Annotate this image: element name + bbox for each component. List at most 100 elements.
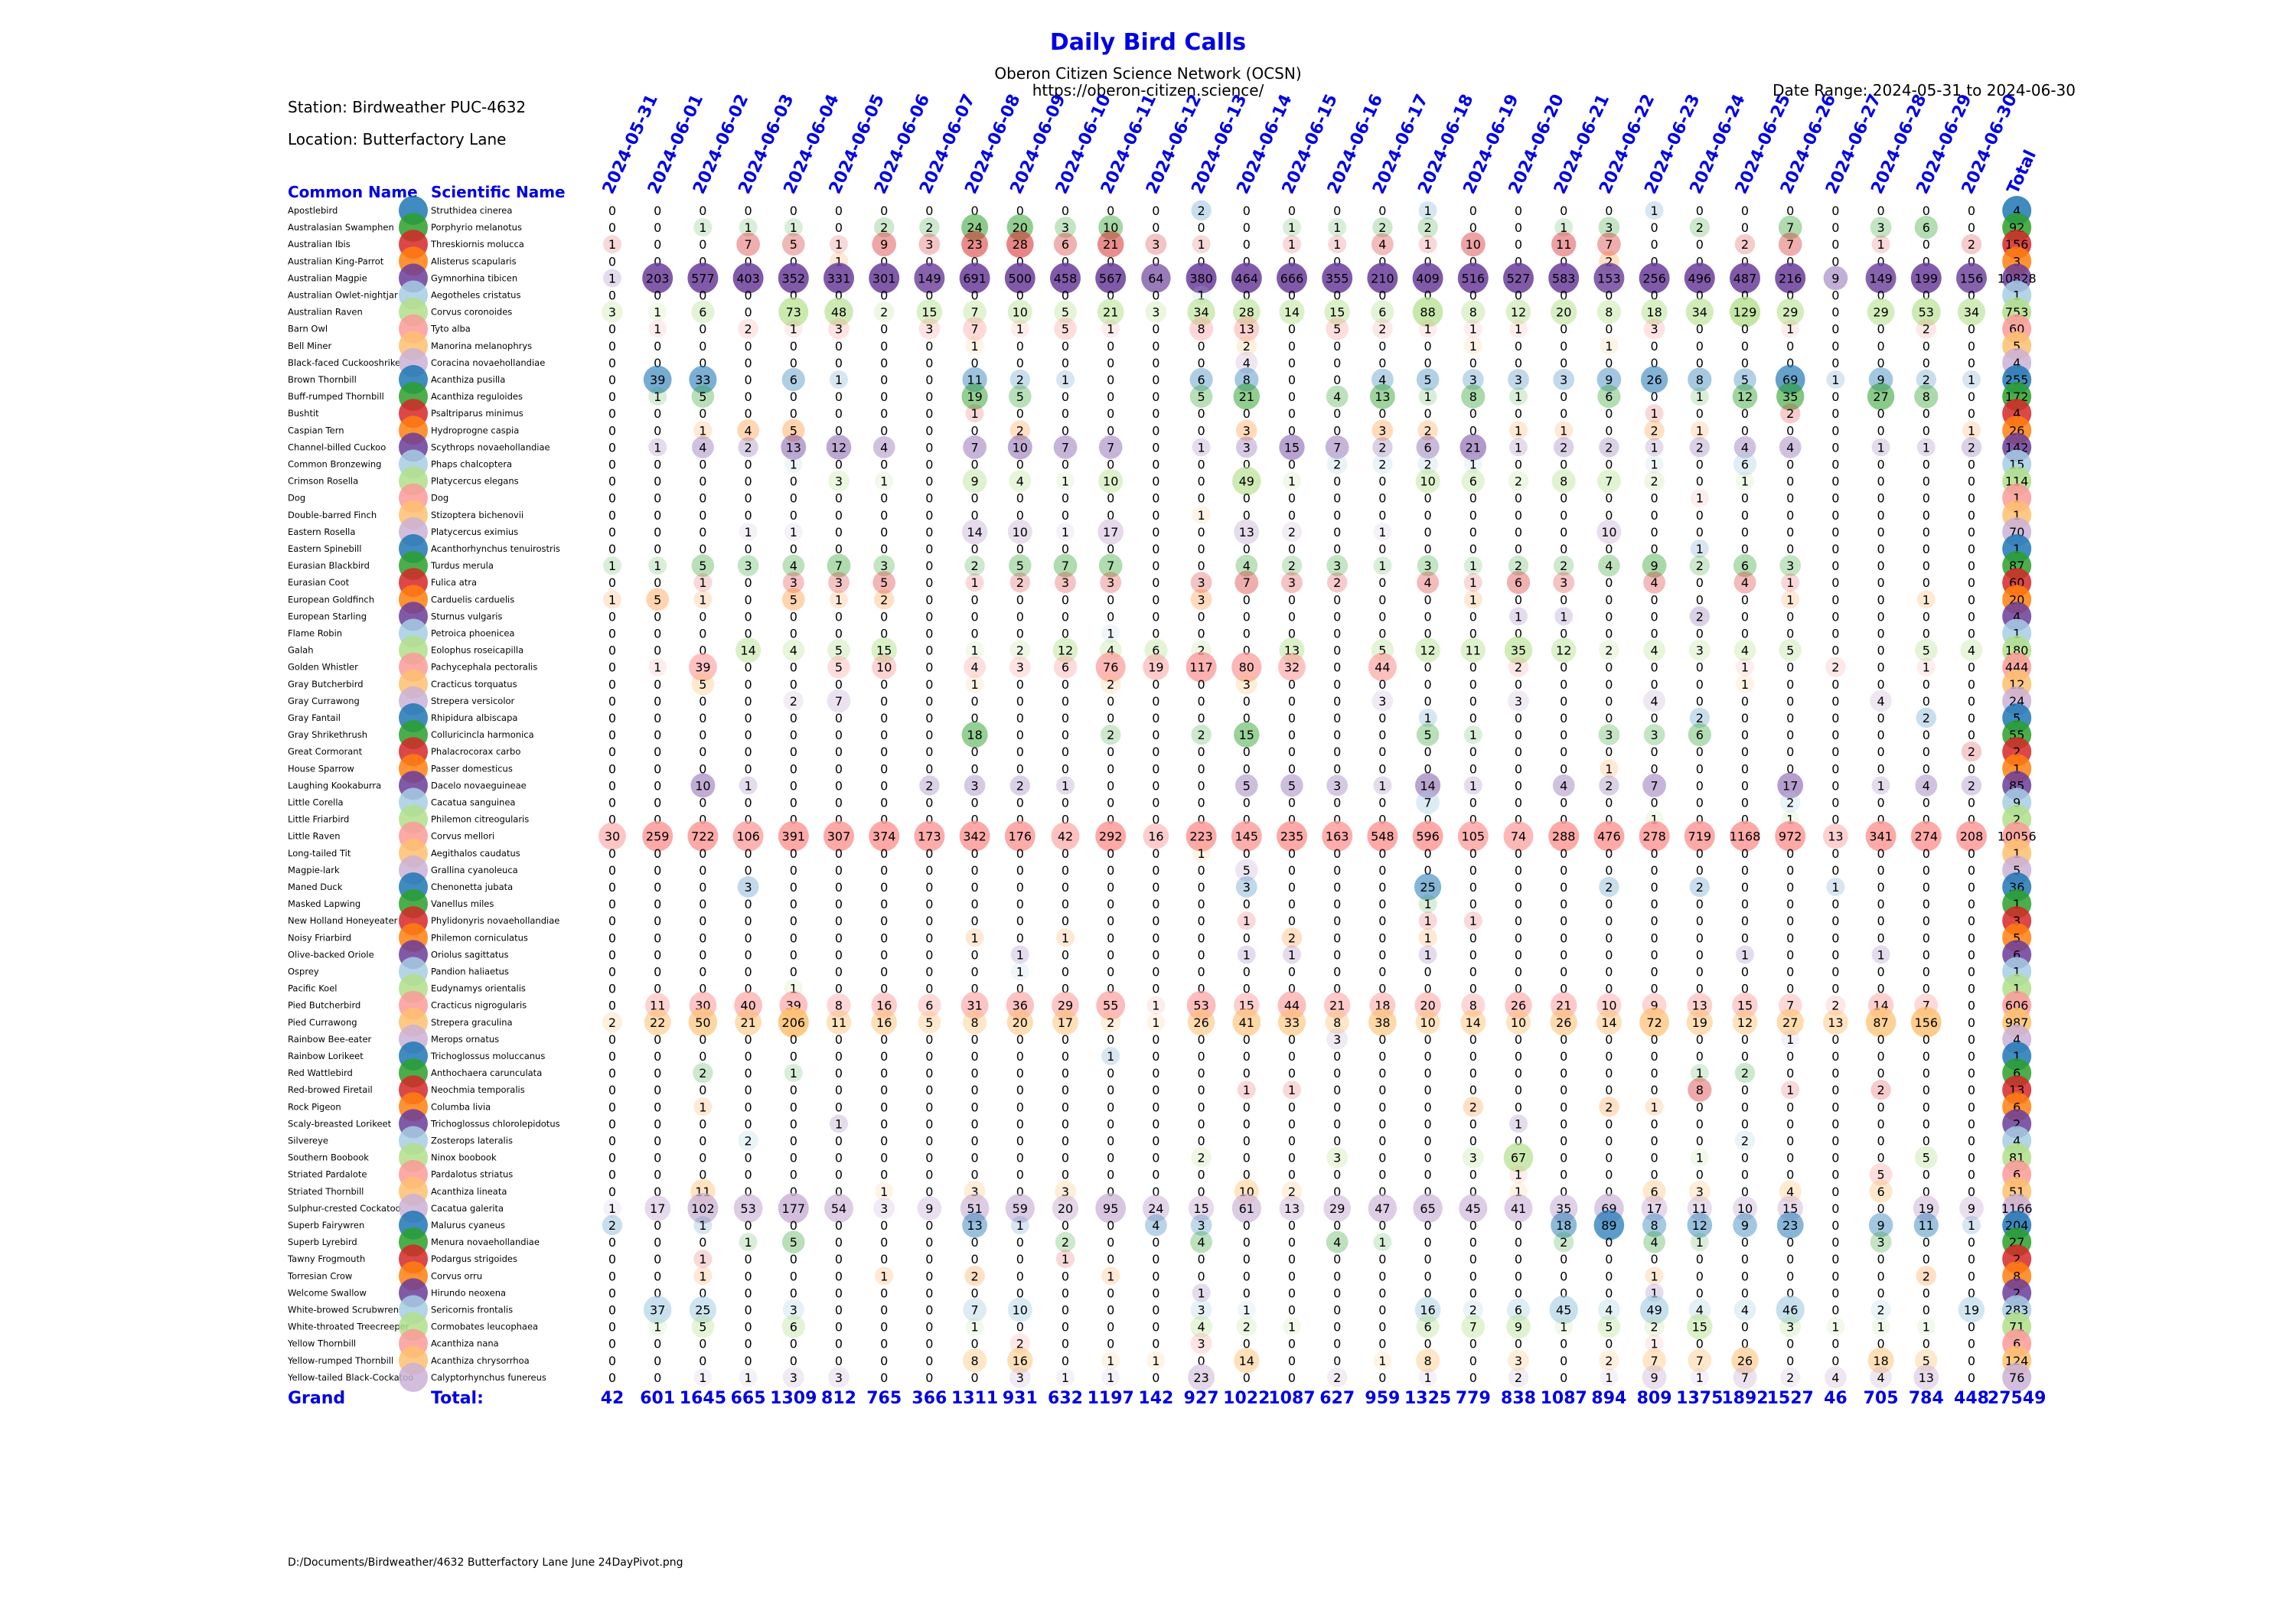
count-label: 1 [1062, 525, 1069, 539]
count-label: 7 [1786, 999, 1794, 1013]
count-bubble [1598, 724, 1620, 746]
count-label: 0 [1107, 288, 1114, 303]
count-label: 0 [1831, 474, 1839, 489]
count-label: 0 [1786, 1168, 1794, 1182]
count-bubble [1504, 1194, 1533, 1223]
count-label: 16 [876, 1015, 892, 1030]
count-label: 0 [835, 1151, 843, 1165]
count-label: 0 [608, 1303, 616, 1318]
count-label: 0 [1651, 1116, 1658, 1131]
count-bubble [1232, 1008, 1261, 1037]
count-bubble [1961, 741, 1982, 762]
common-name: Pied Butcherbird [288, 1000, 360, 1011]
count-label: 0 [1378, 897, 1386, 911]
count-label: 0 [1198, 1049, 1205, 1064]
count-label: 0 [1877, 254, 1885, 269]
count-label: 0 [880, 339, 888, 354]
count-label: 0 [608, 1032, 616, 1047]
count-label: 0 [1152, 965, 1159, 980]
count-bubble [1732, 992, 1758, 1019]
count-label: 0 [699, 1083, 706, 1097]
count-label: 2 [1696, 880, 1704, 895]
count-bubble [1279, 299, 1305, 325]
count-bubble [1733, 1365, 1757, 1390]
count-label: 0 [880, 204, 888, 218]
count-label: 42 [1058, 830, 1073, 844]
count-bubble [603, 269, 621, 288]
count-label: 1 [1469, 575, 1477, 590]
count-bubble [1732, 1009, 1758, 1035]
count-label: 0 [1288, 1269, 1296, 1283]
count-label: 0 [1605, 1116, 1613, 1131]
count-label: 0 [880, 897, 888, 911]
count-label: 23 [967, 237, 982, 252]
count-label: 0 [925, 1083, 933, 1097]
count-label: 0 [1786, 694, 1794, 709]
count-label: 0 [608, 880, 616, 895]
count-label: 1168 [1730, 830, 1761, 844]
grand-total-label: Grand [288, 1389, 345, 1408]
count-label: 0 [1786, 660, 1794, 675]
count-label: 0 [1062, 254, 1069, 269]
count-label: 0 [835, 880, 843, 895]
common-name: Welcome Swallow [288, 1287, 367, 1298]
count-label: 0 [1243, 288, 1251, 303]
count-label: 0 [745, 711, 752, 725]
count-label: 1 [1469, 559, 1477, 573]
count-label: 0 [1831, 423, 1839, 438]
count-bubble [738, 1130, 758, 1151]
count-label: 26 [1556, 1015, 1571, 1030]
scientific-name: Gymnorhina tibicen [431, 272, 517, 283]
count-label: 0 [790, 711, 797, 725]
count-label: 0 [1605, 1134, 1613, 1149]
scientific-name: Dog [431, 493, 448, 504]
count-bubble [1235, 673, 1257, 695]
count-label: 0 [925, 694, 933, 709]
count-label: 0 [1786, 897, 1794, 911]
count-label: 0 [835, 677, 843, 692]
count-label: 0 [1107, 761, 1114, 776]
count-bubble [1593, 820, 1625, 852]
count-label: 1 [1515, 423, 1522, 438]
count-label: 0 [835, 220, 843, 235]
count-label: 0 [1605, 1185, 1613, 1199]
common-name: House Sparrow [288, 763, 354, 774]
count-label: 0 [1515, 627, 1522, 641]
count-label: 2 [1605, 880, 1613, 895]
count-bubble [1417, 571, 1440, 594]
count-label: 4 [790, 559, 797, 573]
count-label: 0 [1107, 1235, 1114, 1250]
count-label: 0 [1605, 931, 1613, 945]
count-label: 0 [745, 796, 752, 810]
count-label: 2 [1651, 1320, 1658, 1335]
count-label: 0 [1062, 288, 1069, 303]
count-label: 0 [1378, 1032, 1386, 1047]
count-bubble [687, 1192, 719, 1224]
count-label: 0 [1696, 356, 1704, 370]
count-label: 1 [1424, 322, 1432, 337]
count-label: 3 [1198, 1303, 1205, 1318]
count-label: 0 [654, 1371, 661, 1385]
count-label: 0 [1651, 660, 1658, 675]
count-label: 0 [971, 542, 979, 556]
count-bubble [1186, 262, 1217, 294]
count-label: 1 [699, 423, 706, 438]
count-bubble [1689, 707, 1711, 729]
count-label: 11 [1556, 237, 1571, 252]
count-label: 0 [1877, 931, 1885, 945]
count-bubble [1463, 590, 1482, 609]
count-label: 0 [790, 931, 797, 945]
count-bubble [1777, 772, 1804, 799]
count-label: 0 [654, 1235, 661, 1250]
count-label: 0 [745, 288, 752, 303]
count-bubble [1644, 1316, 1665, 1337]
count-bubble [1368, 1194, 1397, 1223]
count-label: 0 [1378, 1320, 1386, 1335]
count-label: 0 [1605, 1286, 1613, 1300]
count-label: 0 [1469, 846, 1477, 861]
count-label: 0 [1651, 1134, 1658, 1149]
count-bubble [739, 1367, 758, 1387]
count-label: 21 [1329, 999, 1345, 1013]
count-bubble [1643, 1231, 1666, 1253]
count-label: 1 [835, 254, 843, 269]
